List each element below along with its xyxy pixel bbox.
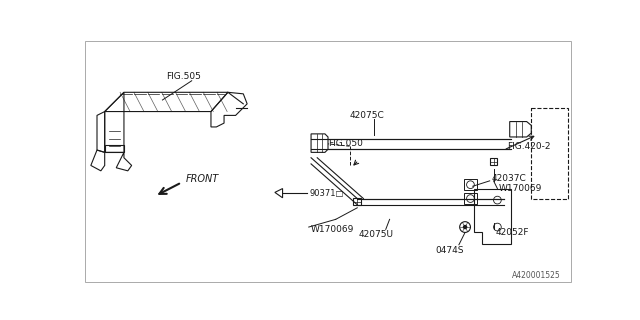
Text: FIG.505: FIG.505 <box>166 72 201 81</box>
Text: FIG.050: FIG.050 <box>328 140 363 148</box>
Text: 42075U: 42075U <box>359 230 394 239</box>
Bar <box>464 193 477 204</box>
Circle shape <box>463 226 467 228</box>
Text: 42052F: 42052F <box>496 228 529 237</box>
Bar <box>353 198 361 205</box>
Text: 42037C: 42037C <box>492 174 526 183</box>
Bar <box>464 179 477 190</box>
Bar <box>490 158 497 165</box>
Text: FIG.420-2: FIG.420-2 <box>507 142 550 151</box>
Text: 90371□: 90371□ <box>310 189 344 198</box>
Text: A420001525: A420001525 <box>511 271 560 280</box>
Text: W170069: W170069 <box>499 184 542 193</box>
Text: 0474S: 0474S <box>436 246 464 255</box>
Bar <box>531 108 568 198</box>
Text: W170069: W170069 <box>311 225 355 234</box>
Text: FRONT: FRONT <box>186 174 219 184</box>
Text: 42075C: 42075C <box>349 111 384 120</box>
